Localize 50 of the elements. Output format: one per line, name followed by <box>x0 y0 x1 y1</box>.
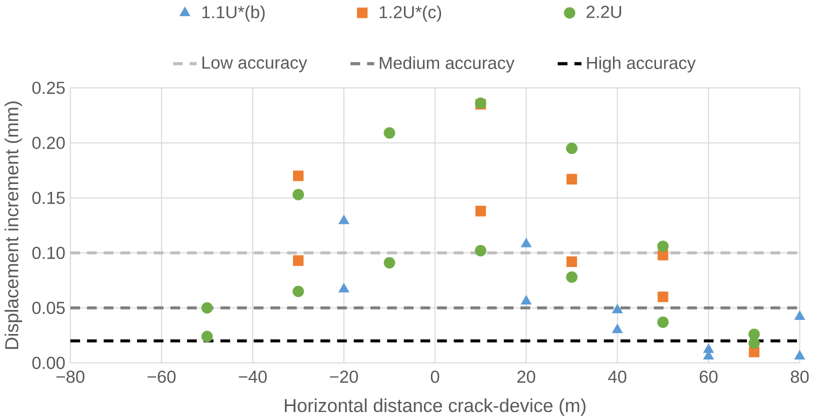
x-tick-label: −60 <box>148 370 176 383</box>
point <box>201 330 213 342</box>
legend-label: High accuracy <box>587 56 696 72</box>
point <box>612 324 623 333</box>
x-tick-label: 60 <box>700 370 718 383</box>
point <box>657 316 669 328</box>
x-tick-label: 80 <box>790 370 809 383</box>
point <box>520 294 532 304</box>
point <box>794 350 806 360</box>
point <box>566 142 578 154</box>
legend-label: 2.2U <box>586 6 622 18</box>
y-tick-label: 0.15 <box>32 191 65 204</box>
point <box>475 206 486 216</box>
point <box>520 238 532 248</box>
point <box>612 304 623 314</box>
point <box>292 188 304 200</box>
x-tick-label: 20 <box>517 370 536 383</box>
y-tick-label: 0.20 <box>32 136 65 149</box>
x-tick-label: 0 <box>430 370 440 383</box>
point <box>566 174 578 184</box>
legend-label: Low accuracy <box>202 56 308 72</box>
x-axis-title: Horizontal distance crack-device (m) <box>284 398 586 416</box>
x-tick-label: −40 <box>238 370 267 383</box>
y-tick-label: 0.25 <box>32 81 65 94</box>
legend-label: 1.1U*(b) <box>202 5 265 22</box>
point <box>338 214 350 224</box>
y-axis-title: Displacement increment (mm) <box>4 101 22 349</box>
y-tick-label: 0.00 <box>32 356 65 369</box>
x-tick-label: −80 <box>56 370 84 383</box>
x-tick-label: −20 <box>330 370 358 383</box>
point <box>566 271 578 283</box>
point <box>384 256 396 268</box>
point <box>293 170 304 181</box>
point <box>657 240 669 252</box>
point <box>474 244 486 256</box>
point <box>338 282 350 292</box>
point <box>384 127 396 138</box>
point <box>566 256 578 267</box>
point <box>748 337 760 349</box>
x-tick-label: 40 <box>608 370 626 383</box>
point <box>703 343 714 353</box>
legend-label: Medium accuracy <box>380 56 514 72</box>
point <box>794 310 806 320</box>
point <box>292 285 304 297</box>
point <box>201 302 213 314</box>
point <box>658 291 668 302</box>
point <box>293 255 304 266</box>
legend-label: 1.2U*(c) <box>380 5 442 22</box>
y-tick-label: 0.10 <box>32 246 65 259</box>
y-tick-label: 0.05 <box>32 302 65 314</box>
